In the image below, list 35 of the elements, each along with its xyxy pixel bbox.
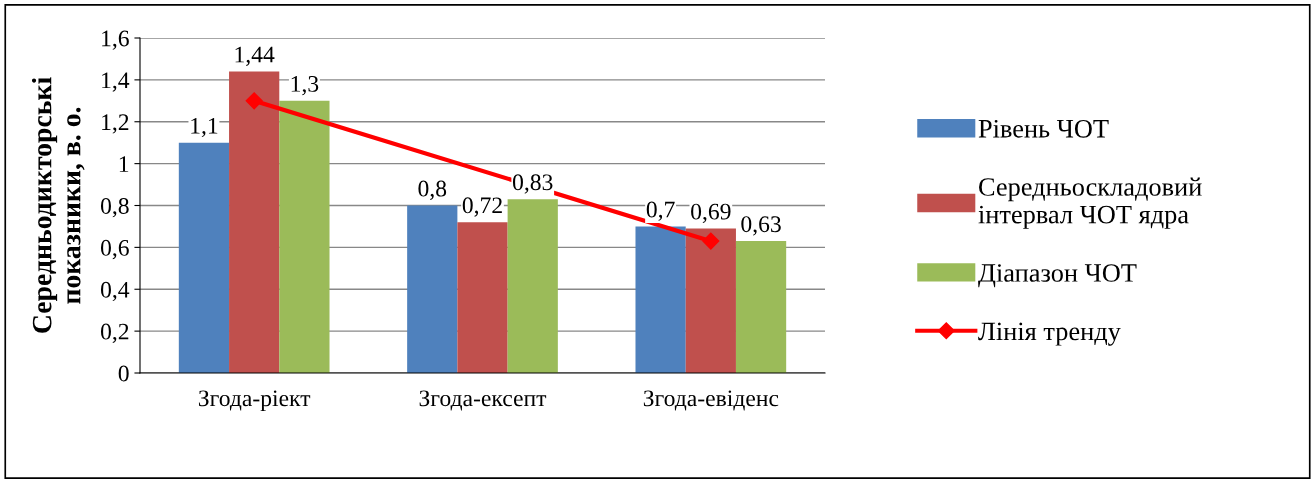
y-tick-label: 0,6 [100, 239, 129, 260]
y-tick-label: 1,6 [102, 30, 129, 50]
bar [685, 228, 736, 373]
y-tick-label: 1,4 [102, 72, 130, 92]
legend-label: Діапазон ЧОТ [978, 264, 1137, 288]
data-label: 1,44 [235, 46, 275, 66]
y-tick-label: 0,4 [100, 281, 130, 302]
y-tick-label: 0 [118, 365, 129, 382]
x-tick-label: Згода-евіденс [643, 390, 779, 411]
legend-label: Середньоскладовий інтервал ЧОТ ядра [978, 177, 1202, 229]
data-label: 0,72 [462, 197, 502, 217]
x-tick-label: Згода-ріект [198, 390, 311, 412]
data-label: 0,7 [646, 201, 675, 221]
bar [229, 71, 280, 373]
legend-label: Лінія тренду [978, 322, 1121, 346]
bar [735, 241, 787, 373]
data-label: 0,8 [418, 180, 447, 200]
bar [457, 222, 508, 373]
y-axis-title: Середньодикторські показники, в. о. [31, 77, 85, 333]
y-tick-label: 0,8 [100, 197, 129, 218]
data-label: 1,3 [291, 75, 319, 96]
data-label: 0,83 [512, 174, 553, 194]
bar [407, 205, 458, 373]
bar [279, 100, 330, 373]
bar [635, 226, 686, 373]
data-label: 0,63 [741, 216, 781, 236]
data-label: 0,69 [691, 203, 731, 223]
bar [178, 142, 230, 373]
bar [507, 199, 558, 373]
y-tick-label: 0,2 [100, 323, 129, 343]
data-label: 1,1 [191, 117, 218, 138]
legend-label: Рівень ЧОТ [978, 119, 1109, 138]
x-tick-label: Згода-ексепт [419, 390, 547, 411]
y-tick-label: 1,2 [102, 114, 129, 134]
y-tick-label: 1 [119, 156, 129, 172]
